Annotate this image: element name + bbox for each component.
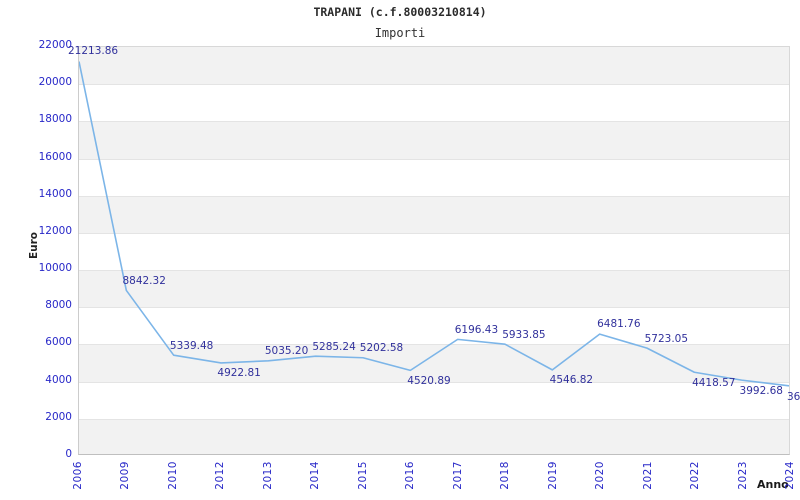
plot-band bbox=[79, 121, 789, 159]
plot-band bbox=[79, 418, 789, 454]
x-tick-label: 2017 bbox=[451, 461, 464, 490]
data-label: 5035.20 bbox=[264, 345, 309, 358]
x-tick-label: 2010 bbox=[166, 461, 179, 490]
y-tick-label: 10000 bbox=[38, 262, 72, 275]
x-tick-label: 2020 bbox=[594, 461, 607, 490]
x-tick-label: 2022 bbox=[689, 461, 702, 490]
chart-title: TRAPANI (c.f.80003210814) bbox=[313, 5, 487, 19]
plot-band bbox=[79, 344, 789, 382]
chart-subtitle: Importi bbox=[374, 26, 426, 40]
gridline bbox=[79, 158, 789, 160]
data-label: 4546.82 bbox=[549, 374, 594, 387]
x-tick-label: 2016 bbox=[404, 461, 417, 490]
data-label: 5285.24 bbox=[312, 340, 356, 353]
x-tick-label: 2006 bbox=[72, 461, 84, 490]
data-label: 5723.05 bbox=[644, 332, 689, 345]
x-tick-label: 2024 bbox=[784, 461, 796, 490]
x-tick-label: 2021 bbox=[641, 461, 654, 490]
data-label: 6481.76 bbox=[597, 318, 641, 331]
data-label: 6196.43 bbox=[454, 323, 499, 336]
plot-area bbox=[78, 46, 790, 455]
data-label: 4922.81 bbox=[217, 367, 261, 380]
data-label: 3683.6 bbox=[787, 390, 800, 403]
series-polyline bbox=[79, 61, 789, 387]
gridline bbox=[79, 232, 789, 234]
x-tick-label: 2023 bbox=[736, 461, 749, 490]
x-tick-label: 2019 bbox=[546, 461, 559, 490]
x-tick-label: 2014 bbox=[309, 461, 322, 490]
gridline bbox=[79, 381, 789, 383]
data-label: 4520.89 bbox=[407, 374, 451, 387]
x-tick-label: 2015 bbox=[356, 461, 369, 490]
gridline bbox=[79, 195, 789, 197]
y-tick-label: 2000 bbox=[45, 410, 72, 423]
y-tick-label: 8000 bbox=[45, 299, 72, 312]
x-tick-label: 2009 bbox=[119, 461, 132, 490]
data-label: 3992.68 bbox=[739, 384, 783, 397]
x-tick-label: 2018 bbox=[499, 461, 512, 490]
gridline bbox=[79, 307, 789, 309]
series-line bbox=[79, 61, 789, 387]
x-tick-label: 2012 bbox=[214, 461, 227, 490]
y-tick-label: 14000 bbox=[38, 187, 72, 200]
x-tick-label: 2013 bbox=[261, 461, 274, 490]
y-tick-label: 18000 bbox=[38, 113, 72, 126]
gridline bbox=[79, 270, 789, 272]
plot-band bbox=[79, 195, 789, 233]
gridline bbox=[79, 84, 789, 86]
y-tick-label: 4000 bbox=[45, 373, 72, 386]
y-tick-label: 12000 bbox=[38, 224, 72, 237]
y-tick-label: 16000 bbox=[38, 150, 72, 163]
y-tick-label: 0 bbox=[65, 448, 72, 460]
gridline bbox=[79, 418, 789, 420]
data-label: 5933.85 bbox=[502, 328, 546, 341]
y-tick-label: 6000 bbox=[45, 336, 72, 349]
data-label: 8842.32 bbox=[122, 274, 166, 287]
x-axis-label: Anno bbox=[757, 478, 789, 491]
y-tick-label: 20000 bbox=[38, 76, 72, 89]
gridline bbox=[79, 344, 789, 346]
data-label: 4418.57 bbox=[692, 376, 736, 389]
data-label: 5202.58 bbox=[359, 342, 404, 355]
gridline bbox=[79, 121, 789, 123]
data-label: 5339.48 bbox=[169, 339, 214, 352]
data-label: 21213.86 bbox=[68, 44, 119, 57]
y-tick-label: 22000 bbox=[38, 39, 72, 51]
plot-band bbox=[79, 270, 789, 308]
plot-band bbox=[79, 47, 789, 85]
